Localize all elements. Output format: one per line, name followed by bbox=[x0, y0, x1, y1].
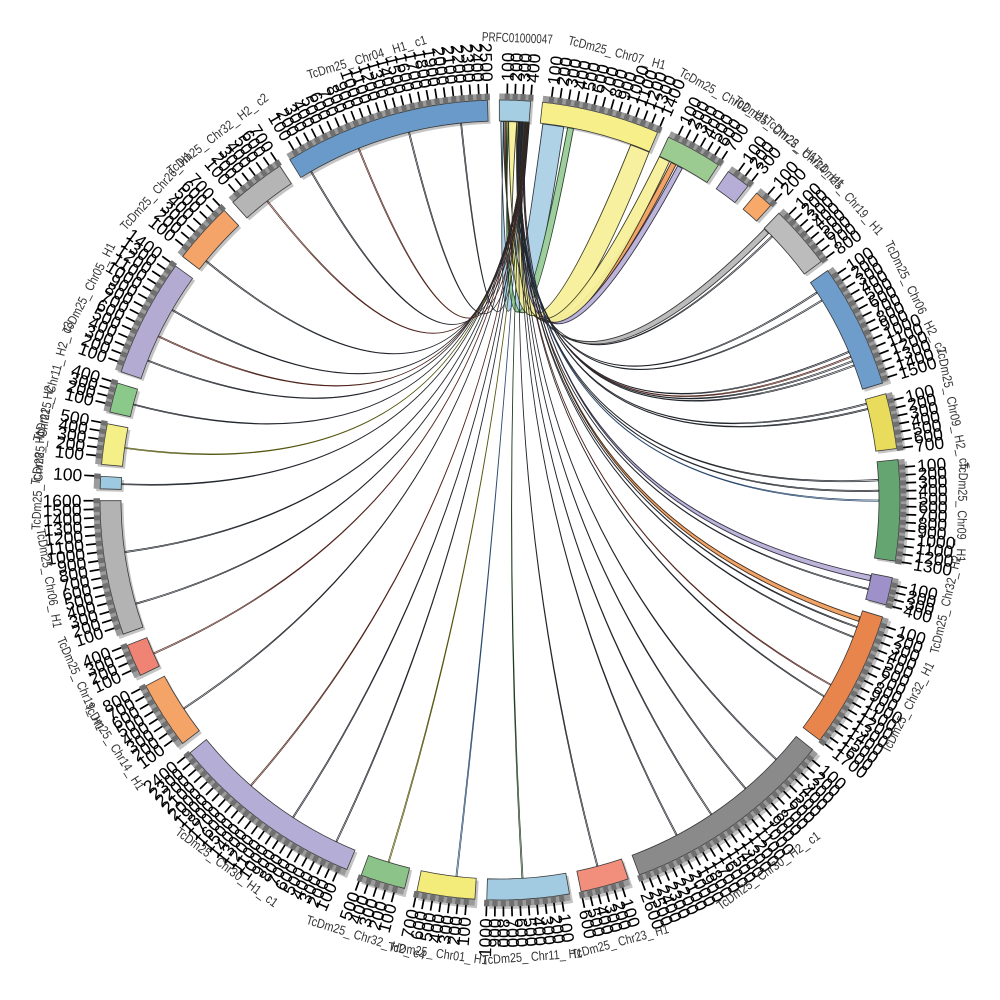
svg-text:200: 200 bbox=[506, 52, 527, 82]
svg-text:200: 200 bbox=[55, 432, 87, 456]
svg-text:1200: 1200 bbox=[43, 526, 84, 549]
svg-text:500: 500 bbox=[918, 489, 948, 509]
svg-text:300: 300 bbox=[56, 423, 88, 447]
svg-text:300: 300 bbox=[514, 52, 536, 83]
svg-text:300: 300 bbox=[537, 915, 560, 947]
svg-text:500: 500 bbox=[911, 415, 943, 440]
svg-text:400: 400 bbox=[522, 53, 544, 84]
svg-text:300: 300 bbox=[561, 57, 586, 89]
svg-text:1100: 1100 bbox=[45, 535, 85, 559]
svg-text:100: 100 bbox=[453, 916, 475, 947]
svg-text:100: 100 bbox=[54, 441, 85, 464]
svg-text:400: 400 bbox=[918, 480, 948, 501]
svg-text:1000: 1000 bbox=[916, 530, 957, 554]
svg-text:600: 600 bbox=[912, 424, 944, 448]
svg-text:TcDm25_ Chr28_ H1: TcDm25_ Chr28_ H1 bbox=[28, 429, 47, 530]
svg-text:2500: 2500 bbox=[476, 42, 497, 82]
svg-text:800: 800 bbox=[917, 513, 948, 535]
svg-text:500: 500 bbox=[519, 917, 541, 948]
svg-text:2200: 2200 bbox=[447, 44, 471, 85]
svg-text:2100: 2100 bbox=[437, 44, 461, 85]
svg-text:400: 400 bbox=[528, 916, 551, 947]
svg-text:700: 700 bbox=[918, 505, 948, 526]
svg-text:100: 100 bbox=[544, 54, 568, 86]
svg-text:100: 100 bbox=[52, 464, 83, 486]
svg-text:900: 900 bbox=[485, 918, 505, 948]
svg-text:1600: 1600 bbox=[43, 491, 82, 511]
svg-text:TcDm25_ Chr09_ H1: TcDm25_ Chr09_ H1 bbox=[954, 462, 972, 563]
svg-text:TcDm25_ Chr11_ H1: TcDm25_ Chr11_ H1 bbox=[482, 945, 583, 967]
svg-text:100: 100 bbox=[916, 454, 947, 476]
svg-text:200: 200 bbox=[545, 913, 569, 945]
svg-text:2400: 2400 bbox=[466, 43, 488, 83]
svg-text:900: 900 bbox=[917, 522, 948, 544]
svg-text:900: 900 bbox=[56, 553, 88, 577]
svg-text:200: 200 bbox=[917, 462, 948, 484]
svg-text:800: 800 bbox=[57, 562, 89, 587]
svg-text:700: 700 bbox=[914, 433, 946, 457]
svg-text:100: 100 bbox=[554, 912, 578, 944]
svg-text:200: 200 bbox=[443, 915, 466, 946]
svg-text:1500: 1500 bbox=[42, 500, 82, 521]
svg-text:500: 500 bbox=[416, 911, 441, 943]
svg-text:300: 300 bbox=[918, 471, 948, 492]
svg-text:1100: 1100 bbox=[915, 538, 955, 562]
svg-text:400: 400 bbox=[57, 414, 89, 439]
svg-text:2300: 2300 bbox=[456, 43, 479, 84]
svg-text:600: 600 bbox=[511, 917, 532, 947]
svg-text:300: 300 bbox=[434, 914, 458, 946]
svg-text:1400: 1400 bbox=[43, 509, 83, 531]
svg-text:600: 600 bbox=[918, 497, 948, 517]
svg-text:400: 400 bbox=[425, 912, 449, 944]
svg-text:800: 800 bbox=[493, 918, 513, 948]
svg-text:700: 700 bbox=[502, 918, 523, 948]
svg-text:200: 200 bbox=[552, 56, 576, 88]
svg-text:PRFC01000047: PRFC01000047 bbox=[482, 29, 553, 47]
svg-text:1300: 1300 bbox=[43, 518, 83, 541]
svg-text:100: 100 bbox=[498, 52, 519, 82]
svg-text:1000: 1000 bbox=[475, 918, 496, 958]
